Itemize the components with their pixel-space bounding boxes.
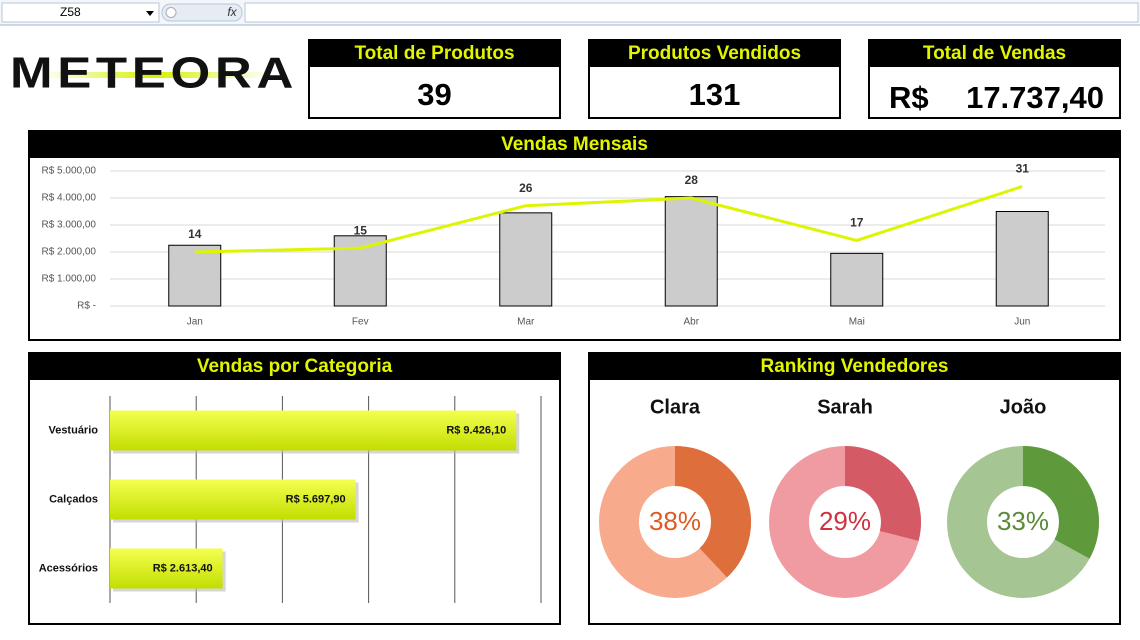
chart-title: Vendas por Categoria [197, 356, 393, 377]
x-tick-label: Jan [187, 317, 203, 328]
line [194, 185, 1023, 254]
y-tick-label: R$ - [77, 301, 96, 312]
donut-slice [844, 446, 921, 541]
bar [110, 548, 223, 589]
formula-buttons [161, 3, 243, 22]
y-tick-label: R$ 4.000,00 [42, 193, 97, 204]
chart-title: Vendas Mensais [501, 134, 648, 155]
y-tick-label: R$ 2.000,00 [42, 247, 97, 258]
donut-label: 29% [819, 506, 871, 536]
data-label: R$ 2.613,40 [153, 562, 213, 574]
name-box-dropdown[interactable] [146, 11, 154, 16]
bar [110, 479, 356, 520]
x-tick-label: Mar [517, 317, 535, 328]
kpi-header [869, 40, 1120, 67]
data-label: 31 [1016, 162, 1030, 176]
panel-header [29, 353, 560, 380]
kpi-value: 39 [417, 77, 451, 112]
donut-name: Sarah [817, 396, 873, 418]
data-label: R$ 9.426,10 [446, 424, 506, 436]
panel-header [589, 353, 1120, 380]
x-tick-label: Mai [849, 317, 865, 328]
bar [168, 244, 222, 307]
bar [333, 235, 387, 307]
logo: METEORA [10, 49, 298, 98]
data-label: 17 [850, 216, 864, 230]
data-label: 26 [519, 181, 533, 195]
y-tick-label: Calçados [49, 493, 98, 505]
kpi-card: Total de Vendas R$ 17.737,40 [868, 39, 1121, 119]
donut-slice [674, 446, 751, 578]
kpi-title: Total de Produtos [354, 43, 514, 64]
logo-swoosh [40, 72, 270, 78]
chart-title: Ranking Vendedores [761, 356, 949, 377]
kpi-value: 131 [689, 77, 741, 112]
data-label: 28 [685, 173, 699, 187]
y-tick-label: R$ 1.000,00 [42, 274, 97, 285]
name-box[interactable] [1, 2, 160, 23]
y-tick-label: R$ 3.000,00 [42, 220, 97, 231]
formula-input[interactable] [244, 2, 1139, 23]
data-label: 15 [354, 223, 368, 237]
bar [830, 252, 884, 307]
x-tick-label: Fev [352, 317, 369, 328]
kpi-value: 17.737,40 [966, 80, 1104, 115]
bar [995, 211, 1049, 307]
donut-slice [1022, 446, 1099, 559]
kpi-header [589, 40, 840, 67]
function-icon[interactable]: fx [227, 5, 237, 19]
kpi-card: Total de Produtos 39 [308, 39, 561, 119]
bar [110, 410, 517, 451]
donut-label: 38% [649, 506, 701, 536]
kpi-title: Produtos Vendidos [628, 43, 801, 64]
panel-header [29, 131, 1120, 158]
data-label: R$ 5.697,90 [286, 493, 346, 505]
x-tick-label: Abr [683, 317, 699, 328]
cell-name: Z58 [60, 5, 81, 19]
kpi-header [309, 40, 560, 67]
kpi-title: Total de Vendas [923, 43, 1066, 64]
y-tick-label: R$ 5.000,00 [42, 166, 97, 177]
bar [664, 196, 718, 307]
donut-name: Clara [650, 396, 701, 418]
x-tick-label: Jun [1014, 317, 1030, 328]
formula-button[interactable] [165, 7, 177, 18]
kpi-card: Produtos Vendidos 131 [588, 39, 841, 119]
donut-label: 33% [997, 506, 1049, 536]
y-tick-label: Vestuário [48, 424, 98, 436]
donut-name: João [1000, 396, 1047, 418]
kpi-currency: R$ [889, 80, 929, 115]
data-label: 14 [188, 227, 202, 241]
bar [499, 212, 553, 307]
y-tick-label: Acessórios [39, 562, 98, 574]
